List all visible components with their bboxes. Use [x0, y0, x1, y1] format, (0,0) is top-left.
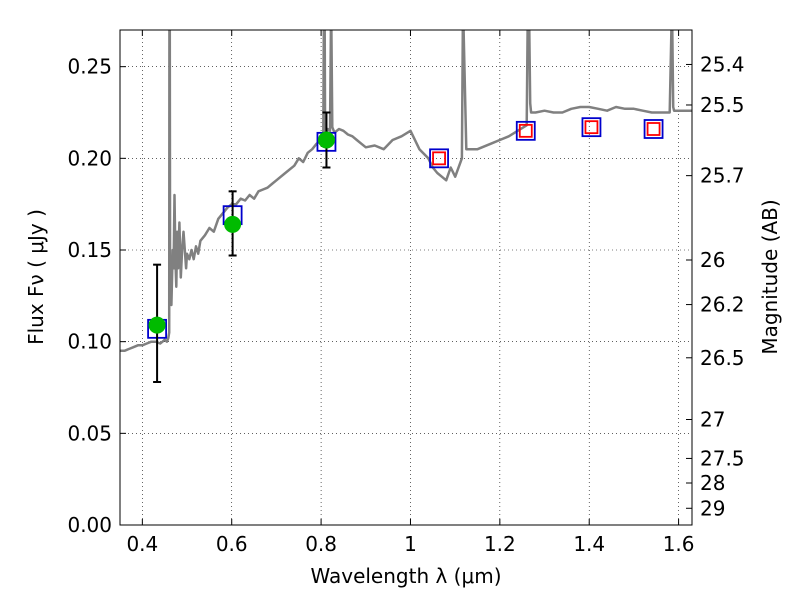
mag-tick-label: 25.5: [700, 93, 745, 117]
x-tick-label: 1.2: [484, 532, 516, 556]
x-tick-label: 1: [404, 532, 417, 556]
y-tick-label: 0.20: [67, 146, 112, 170]
x-tick-label: 0.8: [305, 532, 337, 556]
red-square-marker: [646, 122, 661, 136]
x-tick-label: 0.6: [216, 532, 248, 556]
plot-area: [120, 30, 692, 383]
blue-square-marker: [643, 119, 664, 139]
red-square-marker: [518, 123, 533, 138]
grid-lines: [120, 30, 692, 526]
mag-tick-label: 26.5: [700, 346, 745, 370]
red-square-marker: [584, 120, 599, 135]
mag-tick-label: 26.2: [700, 293, 745, 317]
x-tick-label: 1.6: [663, 532, 695, 556]
right-axis-label: Magnitude (AB): [758, 199, 782, 354]
axes: 0.4 0.6 0.8 1 1.2 1.4 1.6 0.00 0.05 0.10 0.15 0.20 0…: [67, 30, 745, 556]
mag-tick-label: 27.5: [700, 446, 745, 470]
mag-tick-label: 26: [700, 248, 725, 272]
x-axis-label: Wavelength λ (μm): [310, 564, 501, 588]
mag-tick-label: 28: [700, 471, 725, 495]
y-axis-label: Flux Fν ( μJy ): [24, 209, 48, 345]
mag-tick-label: 29: [700, 496, 725, 520]
blue-square-marker: [581, 117, 602, 138]
green-point-marker: [317, 131, 335, 149]
y-tick-label: 0.25: [67, 55, 112, 79]
x-tick-label: 1.4: [573, 532, 605, 556]
blue-square-marker: [515, 120, 536, 141]
mag-tick-label: 25.4: [700, 52, 745, 76]
red-square-marker: [432, 151, 446, 166]
y-tick-label: 0.00: [67, 513, 112, 537]
y-tick-label: 0.05: [67, 421, 112, 445]
y-tick-label: 0.10: [67, 330, 112, 354]
green-point-marker: [148, 316, 166, 334]
mag-tick-label: 27: [700, 407, 725, 431]
mag-tick-label: 25.7: [700, 164, 745, 188]
spectrum-line: [120, 30, 692, 353]
y-tick-label: 0.15: [67, 238, 112, 262]
x-tick-label: 0.4: [126, 532, 158, 556]
blue-square-marker: [429, 148, 449, 169]
green-point-marker: [224, 215, 242, 233]
plot-frame: [119, 29, 693, 526]
